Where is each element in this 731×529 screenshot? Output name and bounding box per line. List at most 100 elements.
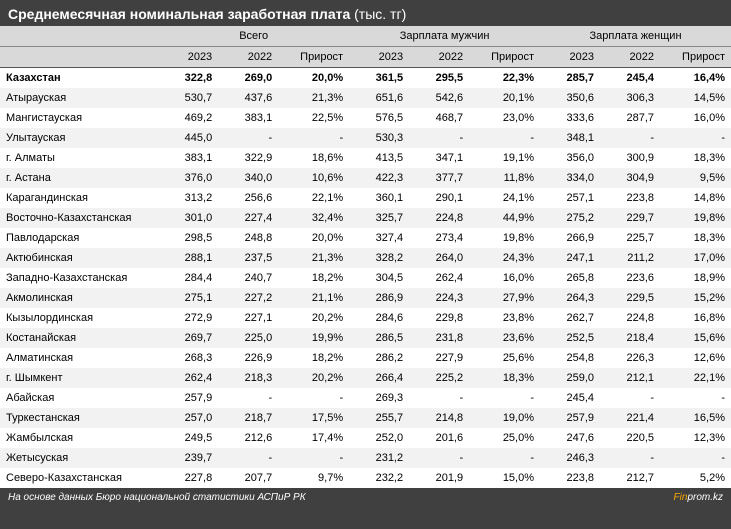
- cell-m_gr: 19,1%: [469, 148, 540, 168]
- col-2023: 2023: [540, 47, 600, 68]
- cell-m_2023: 252,0: [349, 428, 409, 448]
- cell-t_gr: 20,0%: [278, 228, 349, 248]
- cell-m_2022: 347,1: [409, 148, 469, 168]
- cell-t_2022: 322,9: [218, 148, 278, 168]
- cell-w_2022: 287,7: [600, 108, 660, 128]
- cell-w_gr: 12,3%: [660, 428, 731, 448]
- cell-t_gr: 21,3%: [278, 248, 349, 268]
- cell-w_2023: 285,7: [540, 68, 600, 89]
- cell-t_2023: 376,0: [158, 168, 218, 188]
- cell-t_2022: 237,5: [218, 248, 278, 268]
- cell-t_2022: -: [218, 128, 278, 148]
- cell-w_2022: -: [600, 128, 660, 148]
- cell-m_2022: -: [409, 128, 469, 148]
- brand-part-1: Fin: [674, 492, 688, 503]
- cell-t_2023: 313,2: [158, 188, 218, 208]
- cell-m_gr: -: [469, 448, 540, 468]
- cell-m_2023: 266,4: [349, 368, 409, 388]
- cell-w_2022: 212,7: [600, 468, 660, 488]
- cell-m_gr: 22,3%: [469, 68, 540, 89]
- cell-t_2023: 298,5: [158, 228, 218, 248]
- cell-w_2023: 247,1: [540, 248, 600, 268]
- table-row: Павлодарская298,5248,820,0%327,4273,419,…: [0, 228, 731, 248]
- cell-t_2023: 239,7: [158, 448, 218, 468]
- cell-w_2023: 275,2: [540, 208, 600, 228]
- cell-m_2022: 225,2: [409, 368, 469, 388]
- cell-m_gr: 23,8%: [469, 308, 540, 328]
- region-name: Западно-Казахстанская: [0, 268, 158, 288]
- cell-w_2022: 229,5: [600, 288, 660, 308]
- cell-w_2023: 265,8: [540, 268, 600, 288]
- cell-t_gr: 32,4%: [278, 208, 349, 228]
- cell-m_2023: 284,6: [349, 308, 409, 328]
- cell-w_2023: 334,0: [540, 168, 600, 188]
- cell-w_2022: -: [600, 388, 660, 408]
- cell-w_gr: 18,3%: [660, 148, 731, 168]
- table-body: Казахстан322,8269,020,0%361,5295,522,3%2…: [0, 68, 731, 489]
- cell-t_2023: 269,7: [158, 328, 218, 348]
- cell-w_gr: 18,9%: [660, 268, 731, 288]
- region-name: г. Астана: [0, 168, 158, 188]
- cell-t_gr: 19,9%: [278, 328, 349, 348]
- region-name: Северо-Казахстанская: [0, 468, 158, 488]
- cell-m_gr: 15,0%: [469, 468, 540, 488]
- cell-m_gr: 24,3%: [469, 248, 540, 268]
- col-growth: Прирост: [660, 47, 731, 68]
- cell-m_2023: 422,3: [349, 168, 409, 188]
- cell-t_2023: 249,5: [158, 428, 218, 448]
- cell-t_gr: 17,4%: [278, 428, 349, 448]
- cell-t_gr: 20,2%: [278, 368, 349, 388]
- cell-t_2022: 269,0: [218, 68, 278, 89]
- cell-m_gr: 23,6%: [469, 328, 540, 348]
- cell-m_gr: 24,1%: [469, 188, 540, 208]
- region-name: Жамбылская: [0, 428, 158, 448]
- cell-w_2023: 246,3: [540, 448, 600, 468]
- cell-m_gr: 44,9%: [469, 208, 540, 228]
- cell-w_gr: 16,0%: [660, 108, 731, 128]
- footer-brand: Finprom.kz: [674, 492, 723, 503]
- col-growth: Прирост: [278, 47, 349, 68]
- cell-m_2023: 361,5: [349, 68, 409, 89]
- cell-m_2022: 264,0: [409, 248, 469, 268]
- cell-w_2023: 257,9: [540, 408, 600, 428]
- cell-m_2022: 262,4: [409, 268, 469, 288]
- group-total: Всего: [158, 26, 349, 47]
- footer: На основе данных Бюро национальной стати…: [0, 488, 731, 507]
- region-name: Туркестанская: [0, 408, 158, 428]
- region-name: Павлодарская: [0, 228, 158, 248]
- cell-t_2022: 212,6: [218, 428, 278, 448]
- region-name: г. Шымкент: [0, 368, 158, 388]
- cell-w_2023: 262,7: [540, 308, 600, 328]
- cell-t_2022: 340,0: [218, 168, 278, 188]
- cell-t_2023: 469,2: [158, 108, 218, 128]
- cell-t_gr: 20,2%: [278, 308, 349, 328]
- cell-w_2023: 223,8: [540, 468, 600, 488]
- cell-m_gr: 19,8%: [469, 228, 540, 248]
- cell-w_gr: -: [660, 388, 731, 408]
- cell-m_2022: 377,7: [409, 168, 469, 188]
- cell-m_2022: 201,6: [409, 428, 469, 448]
- cell-w_2023: 348,1: [540, 128, 600, 148]
- cell-w_2022: 223,8: [600, 188, 660, 208]
- region-name: Карагандинская: [0, 188, 158, 208]
- cell-m_2022: 227,9: [409, 348, 469, 368]
- cell-t_2023: 257,0: [158, 408, 218, 428]
- cell-t_2023: 530,7: [158, 88, 218, 108]
- cell-m_2022: 224,3: [409, 288, 469, 308]
- cell-w_2023: 247,6: [540, 428, 600, 448]
- region-name: г. Алматы: [0, 148, 158, 168]
- cell-w_2023: 350,6: [540, 88, 600, 108]
- cell-w_2022: 211,2: [600, 248, 660, 268]
- cell-t_2022: 437,6: [218, 88, 278, 108]
- cell-w_2023: 356,0: [540, 148, 600, 168]
- cell-w_2022: 306,3: [600, 88, 660, 108]
- cell-m_2023: 286,9: [349, 288, 409, 308]
- table-row: Абайская257,9--269,3--245,4--: [0, 388, 731, 408]
- cell-m_2023: 232,2: [349, 468, 409, 488]
- cell-t_2023: 275,1: [158, 288, 218, 308]
- cell-t_gr: 10,6%: [278, 168, 349, 188]
- cell-m_2022: 229,8: [409, 308, 469, 328]
- brand-part-2: prom.kz: [687, 492, 723, 503]
- cell-t_2022: 218,7: [218, 408, 278, 428]
- cell-w_2022: 300,9: [600, 148, 660, 168]
